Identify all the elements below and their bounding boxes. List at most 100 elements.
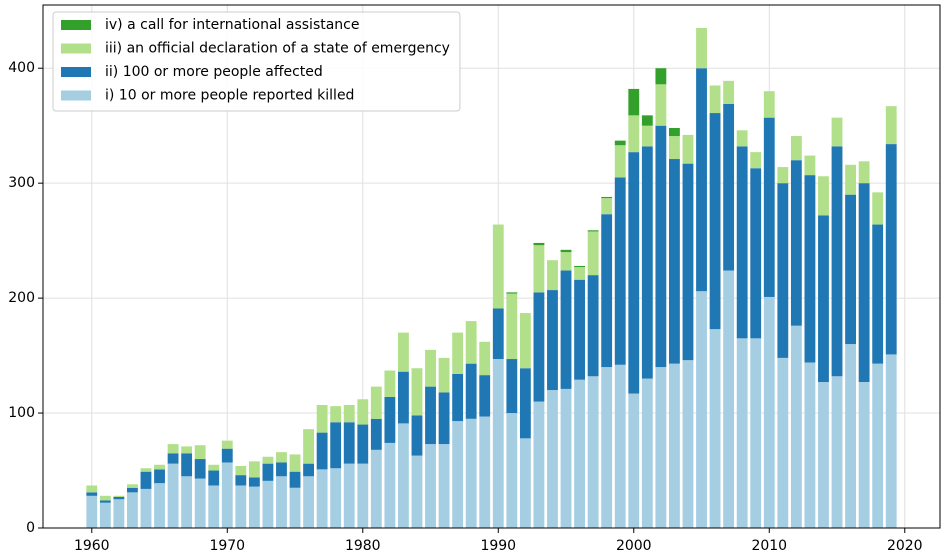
bar-segment bbox=[655, 68, 667, 85]
bar-segment bbox=[628, 115, 640, 153]
bar-segment bbox=[492, 308, 504, 360]
bar-segment bbox=[465, 321, 477, 364]
bar-segment bbox=[330, 422, 342, 469]
bar-segment bbox=[560, 270, 572, 389]
y-tick-label: 200 bbox=[8, 290, 35, 306]
bar-segment bbox=[547, 260, 558, 291]
bar-segment bbox=[113, 495, 125, 497]
bar-segment bbox=[235, 475, 247, 486]
bar-segment bbox=[99, 495, 111, 501]
bar-segment bbox=[86, 485, 98, 493]
bar-segment bbox=[655, 367, 667, 528]
bar-segment bbox=[587, 230, 599, 232]
bar-segment bbox=[682, 360, 694, 528]
bar-segment bbox=[858, 183, 870, 383]
bar-segment bbox=[614, 140, 626, 146]
bar-segment bbox=[303, 476, 314, 528]
legend-label: i) 10 or more people reported killed bbox=[105, 88, 354, 104]
bar-segment bbox=[181, 453, 193, 477]
bar-segment bbox=[696, 27, 707, 69]
bar-segment bbox=[479, 375, 491, 417]
bar-segment bbox=[574, 265, 585, 268]
bar-segment bbox=[560, 388, 572, 528]
x-tick-label: 1980 bbox=[345, 538, 381, 554]
bar-segment bbox=[790, 325, 802, 528]
bar-segment bbox=[587, 376, 599, 528]
bar-segment bbox=[154, 483, 165, 528]
bar-segment bbox=[221, 448, 233, 463]
y-tick-label: 300 bbox=[8, 175, 35, 191]
bar-segment bbox=[655, 125, 667, 368]
bar-segment bbox=[248, 461, 260, 478]
bar-segment bbox=[763, 296, 775, 528]
bar-segment bbox=[574, 279, 585, 380]
legend-swatch bbox=[61, 67, 91, 77]
bar-segment bbox=[479, 416, 491, 528]
x-tick-label: 1970 bbox=[209, 538, 245, 554]
bar-segment bbox=[479, 341, 491, 376]
bar-segment bbox=[750, 168, 762, 339]
bar-segment bbox=[208, 485, 220, 528]
bar-segment bbox=[736, 338, 748, 528]
bar-segment bbox=[601, 198, 613, 215]
bar-segment bbox=[533, 292, 545, 402]
bar-segment bbox=[614, 364, 626, 528]
bar-segment bbox=[574, 379, 585, 528]
bar-segment bbox=[763, 91, 775, 118]
bar-segment bbox=[777, 167, 789, 184]
bar-segment bbox=[438, 357, 450, 393]
bar-segment bbox=[641, 378, 653, 528]
bar-segment bbox=[669, 136, 680, 160]
legend: iv) a call for international assistance i… bbox=[52, 11, 461, 112]
bar-segment bbox=[425, 386, 436, 445]
bar-segment bbox=[235, 485, 247, 528]
bar-segment bbox=[723, 80, 735, 104]
legend-label: iii) an official declaration of a state … bbox=[105, 41, 450, 57]
bar-segment bbox=[655, 84, 667, 126]
bar-segment bbox=[181, 446, 193, 454]
bar-segment bbox=[818, 176, 829, 216]
bar-segment bbox=[628, 88, 640, 116]
x-tick-label: 2000 bbox=[616, 538, 652, 554]
bar-segment bbox=[641, 115, 653, 126]
bar-segment bbox=[750, 338, 762, 528]
bar-segment bbox=[140, 471, 152, 489]
bar-segment bbox=[208, 470, 220, 486]
bar-segment bbox=[587, 275, 599, 377]
bar-segment bbox=[845, 194, 856, 345]
legend-swatch bbox=[61, 20, 91, 30]
bar-segment bbox=[316, 469, 328, 528]
x-tick-label: 1990 bbox=[480, 538, 516, 554]
bar-segment bbox=[127, 484, 138, 488]
bar-segment bbox=[641, 125, 653, 147]
legend-swatch bbox=[61, 43, 91, 54]
bar-segment bbox=[316, 405, 328, 433]
bar-segment bbox=[127, 487, 138, 493]
bar-segment bbox=[167, 463, 179, 528]
legend-box bbox=[52, 11, 461, 112]
bar-segment bbox=[574, 267, 585, 280]
bar-segment bbox=[533, 242, 545, 246]
bar-segment bbox=[669, 159, 680, 364]
bar-segment bbox=[86, 492, 98, 496]
bar-segment bbox=[750, 152, 762, 169]
bar-segment bbox=[601, 214, 613, 368]
bar-segment bbox=[194, 478, 206, 528]
bar-segment bbox=[86, 495, 98, 528]
bar-segment bbox=[262, 480, 274, 528]
bar-segment bbox=[519, 438, 531, 528]
bar-segment bbox=[316, 432, 328, 470]
bar-segment bbox=[519, 313, 531, 369]
bar-segment bbox=[682, 134, 694, 164]
bar-segment bbox=[262, 463, 274, 481]
bar-segment bbox=[438, 444, 450, 528]
bar-segment bbox=[181, 476, 193, 528]
bar-segment bbox=[804, 175, 816, 363]
bar-segment bbox=[221, 440, 233, 449]
bar-segment bbox=[696, 68, 707, 292]
bar-segment bbox=[330, 406, 342, 423]
bar-segment bbox=[872, 224, 884, 364]
bar-segment bbox=[669, 127, 680, 137]
bar-segment bbox=[384, 442, 396, 528]
